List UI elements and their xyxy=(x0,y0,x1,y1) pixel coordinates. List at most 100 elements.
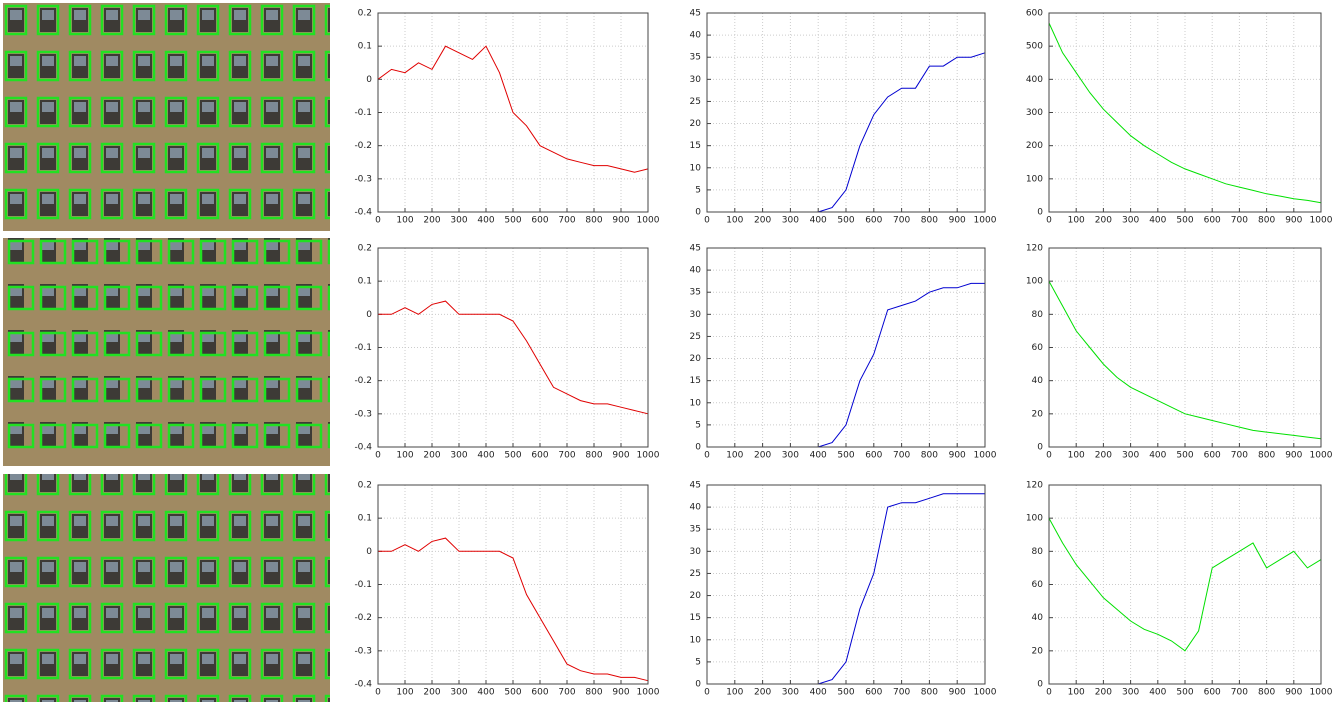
y-tick-label: 400 xyxy=(1026,75,1043,85)
x-tick-label: 500 xyxy=(1176,216,1193,226)
y-tick-label: 300 xyxy=(1026,108,1043,118)
x-tick-label: 1000 xyxy=(974,216,997,226)
y-tick-label: 0.1 xyxy=(358,277,372,287)
x-tick-label: 800 xyxy=(921,688,938,698)
x-tick-label: 800 xyxy=(921,451,938,461)
y-tick-label: 30 xyxy=(690,75,702,85)
y-tick-label: -0.2 xyxy=(354,613,372,623)
x-tick-label: 0 xyxy=(375,688,381,698)
y-tick-label: 5 xyxy=(695,420,701,430)
y-tick-label: 40 xyxy=(690,503,702,513)
x-tick-label: 700 xyxy=(893,216,910,226)
x-tick-label: 900 xyxy=(949,688,966,698)
x-tick-label: 300 xyxy=(782,216,799,226)
y-tick-label: 500 xyxy=(1026,42,1043,52)
x-tick-label: 500 xyxy=(837,216,854,226)
y-tick-label: 15 xyxy=(690,613,701,623)
x-tick-label: 600 xyxy=(531,451,548,461)
x-tick-label: 300 xyxy=(1122,451,1139,461)
x-tick-label: 800 xyxy=(1258,688,1275,698)
x-tick-label: 400 xyxy=(477,216,494,226)
y-tick-label: 0 xyxy=(695,680,701,690)
x-tick-label: 100 xyxy=(396,216,413,226)
y-tick-label: -0.2 xyxy=(354,376,372,386)
y-tick-label: 80 xyxy=(1032,310,1044,320)
y-tick-label: 45 xyxy=(690,481,701,491)
y-tick-label: 0.1 xyxy=(358,514,372,524)
y-tick-label: -0.1 xyxy=(354,343,372,353)
x-tick-label: 700 xyxy=(1231,216,1248,226)
y-tick-label: 10 xyxy=(690,163,702,173)
x-tick-label: 1000 xyxy=(637,688,660,698)
y-tick-label: 0 xyxy=(366,310,372,320)
y-tick-label: 35 xyxy=(690,53,701,63)
x-tick-label: 200 xyxy=(423,451,440,461)
y-tick-label: 20 xyxy=(690,591,702,601)
y-tick-label: 80 xyxy=(1032,547,1044,557)
x-tick-label: 600 xyxy=(1204,216,1221,226)
x-tick-label: 1000 xyxy=(974,451,997,461)
y-tick-label: 10 xyxy=(690,635,702,645)
x-tick-label: 700 xyxy=(893,451,910,461)
x-tick-label: 400 xyxy=(477,451,494,461)
x-tick-label: 600 xyxy=(1204,451,1221,461)
y-tick-label: 0 xyxy=(695,208,701,218)
x-tick-label: 1000 xyxy=(1310,688,1333,698)
x-tick-label: 900 xyxy=(612,688,629,698)
y-tick-label: 0.1 xyxy=(358,42,372,52)
x-tick-label: 800 xyxy=(585,451,602,461)
x-tick-label: 300 xyxy=(782,451,799,461)
x-tick-label: 100 xyxy=(1068,451,1085,461)
x-tick-label: 200 xyxy=(1095,216,1112,226)
x-tick-label: 400 xyxy=(810,216,827,226)
x-tick-label: 400 xyxy=(810,451,827,461)
y-tick-label: 100 xyxy=(1026,277,1043,287)
y-tick-label: 40 xyxy=(1032,613,1044,623)
x-tick-label: 700 xyxy=(558,451,575,461)
x-tick-label: 800 xyxy=(921,216,938,226)
x-tick-label: 500 xyxy=(504,451,521,461)
y-tick-label: 40 xyxy=(1032,376,1044,386)
x-tick-label: 800 xyxy=(1258,451,1275,461)
y-tick-label: 40 xyxy=(690,266,702,276)
y-tick-label: 0.2 xyxy=(358,244,372,254)
x-tick-label: 1000 xyxy=(637,451,660,461)
x-tick-label: 500 xyxy=(837,451,854,461)
x-tick-label: 400 xyxy=(1149,688,1166,698)
y-tick-label: 25 xyxy=(690,97,701,107)
x-tick-label: 200 xyxy=(423,216,440,226)
x-tick-label: 0 xyxy=(704,216,710,226)
x-tick-label: 100 xyxy=(726,688,743,698)
y-tick-label: 40 xyxy=(690,31,702,41)
x-tick-label: 900 xyxy=(949,451,966,461)
x-tick-label: 300 xyxy=(1122,216,1139,226)
x-tick-label: 200 xyxy=(1095,688,1112,698)
y-tick-label: 45 xyxy=(690,244,701,254)
x-tick-label: 0 xyxy=(1046,451,1052,461)
x-tick-label: 600 xyxy=(865,451,882,461)
x-tick-label: 900 xyxy=(1285,451,1302,461)
x-tick-label: 400 xyxy=(1149,451,1166,461)
x-tick-label: 700 xyxy=(558,688,575,698)
x-tick-label: 700 xyxy=(1231,688,1248,698)
x-tick-label: 900 xyxy=(1285,216,1302,226)
x-tick-label: 0 xyxy=(1046,688,1052,698)
figure: -0.4-0.3-0.2-0.100.10.201002003004005006… xyxy=(0,0,1340,704)
x-tick-label: 0 xyxy=(704,451,710,461)
x-tick-label: 900 xyxy=(1285,688,1302,698)
x-tick-label: 200 xyxy=(754,216,771,226)
facade-image xyxy=(3,474,330,702)
x-tick-label: 200 xyxy=(1095,451,1112,461)
y-tick-label: 0 xyxy=(366,547,372,557)
y-tick-label: 20 xyxy=(690,354,702,364)
y-tick-label: 25 xyxy=(690,332,701,342)
x-tick-label: 1000 xyxy=(637,216,660,226)
x-tick-label: 500 xyxy=(504,216,521,226)
x-tick-label: 1000 xyxy=(1310,451,1333,461)
y-tick-label: 20 xyxy=(1032,646,1044,656)
y-tick-label: 15 xyxy=(690,141,701,151)
y-tick-label: 20 xyxy=(690,119,702,129)
x-tick-label: 600 xyxy=(865,688,882,698)
facade-image xyxy=(3,3,330,231)
y-tick-label: 45 xyxy=(690,9,701,19)
